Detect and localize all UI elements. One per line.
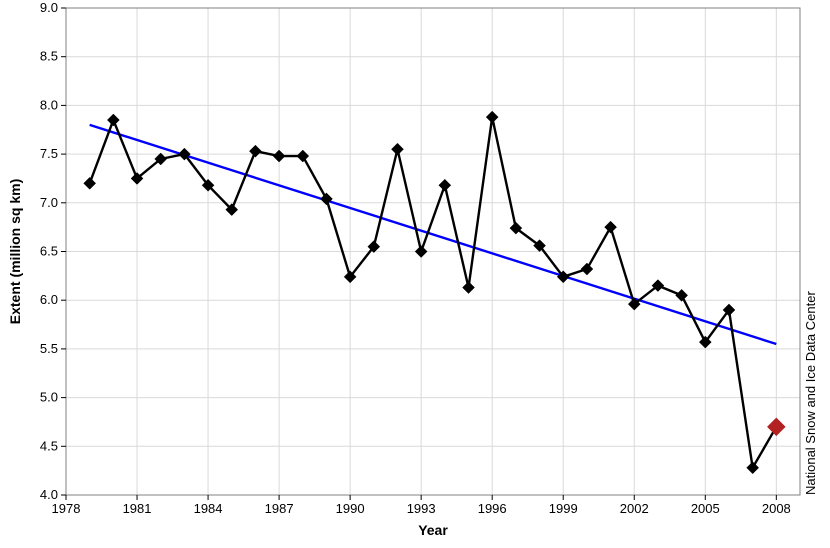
xtick-label: 1981 [123,501,152,516]
ytick-label: 6.0 [40,292,58,307]
ytick-label: 6.5 [40,244,58,259]
x-axis-label: Year [418,522,448,538]
ytick-label: 4.5 [40,438,58,453]
xtick-label: 2002 [620,501,649,516]
ytick-label: 4.0 [40,487,58,502]
xtick-label: 1999 [549,501,578,516]
ytick-label: 8.5 [40,49,58,64]
ytick-label: 9.0 [40,0,58,15]
credit-label: National Snow and Ice Data Center [803,291,818,495]
xtick-label: 1990 [336,501,365,516]
ytick-label: 8.0 [40,97,58,112]
xtick-label: 2005 [691,501,720,516]
ytick-label: 5.5 [40,341,58,356]
y-axis-label: Extent (million sq km) [7,179,23,324]
xtick-label: 1978 [52,501,81,516]
ytick-label: 5.0 [40,390,58,405]
xtick-label: 1996 [478,501,507,516]
ytick-label: 7.0 [40,195,58,210]
xtick-label: 1993 [407,501,436,516]
xtick-label: 1984 [194,501,223,516]
chart-svg: 4.0 4.5 5.0 5.5 6.0 6.5 7.0 7.5 8.0 8.5 9.0 1978 198… [0,0,830,548]
xtick-label: 2008 [762,501,791,516]
chart-container: 4.0 4.5 5.0 5.5 6.0 6.5 7.0 7.5 8.0 8.5 9.0 1978 198… [0,0,830,548]
xtick-label: 1987 [265,501,294,516]
ytick-label: 7.5 [40,146,58,161]
